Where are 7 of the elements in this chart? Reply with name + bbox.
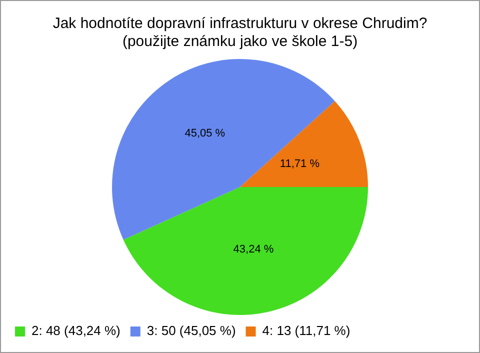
data-label: 11,71 % (280, 158, 320, 170)
legend-label: 3: 50 (45,05 %) (146, 323, 236, 338)
legend-label: 2: 48 (43,24 %) (32, 323, 120, 338)
legend-label: 4: 13 (11,71 %) (262, 323, 350, 338)
data-label: 45,05 % (184, 128, 226, 140)
data-label: 43,24 % (233, 244, 274, 256)
chart-title: Jak hodnotíte dopravní infrastrukturu v okrese Chrudim? (použijte známku jako ve škole 1-5) (52, 15, 428, 50)
